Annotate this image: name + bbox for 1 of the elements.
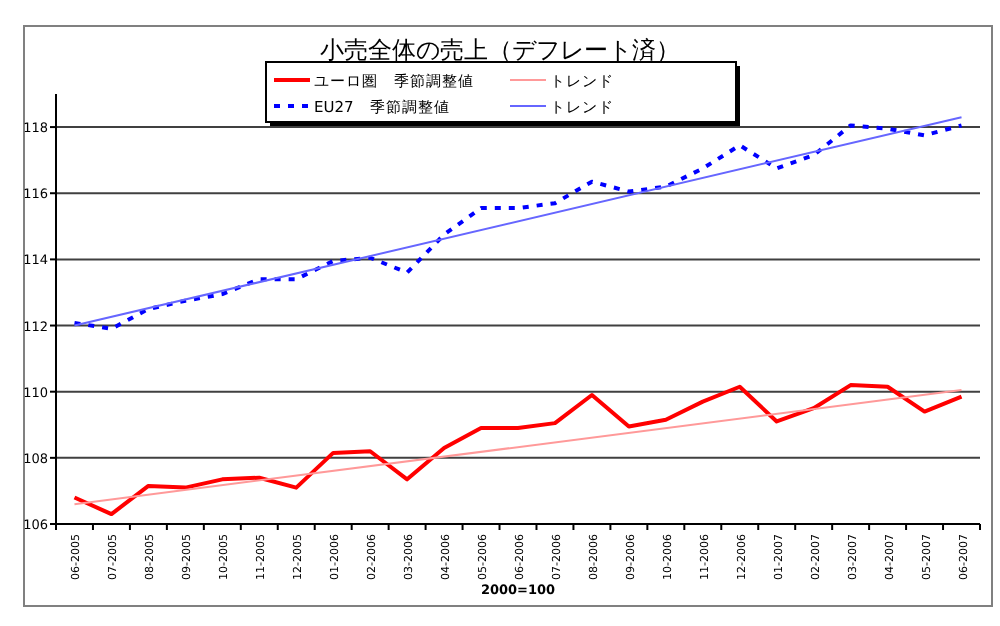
chart-title: 小売全体の売上（デフレート済） — [320, 36, 680, 64]
